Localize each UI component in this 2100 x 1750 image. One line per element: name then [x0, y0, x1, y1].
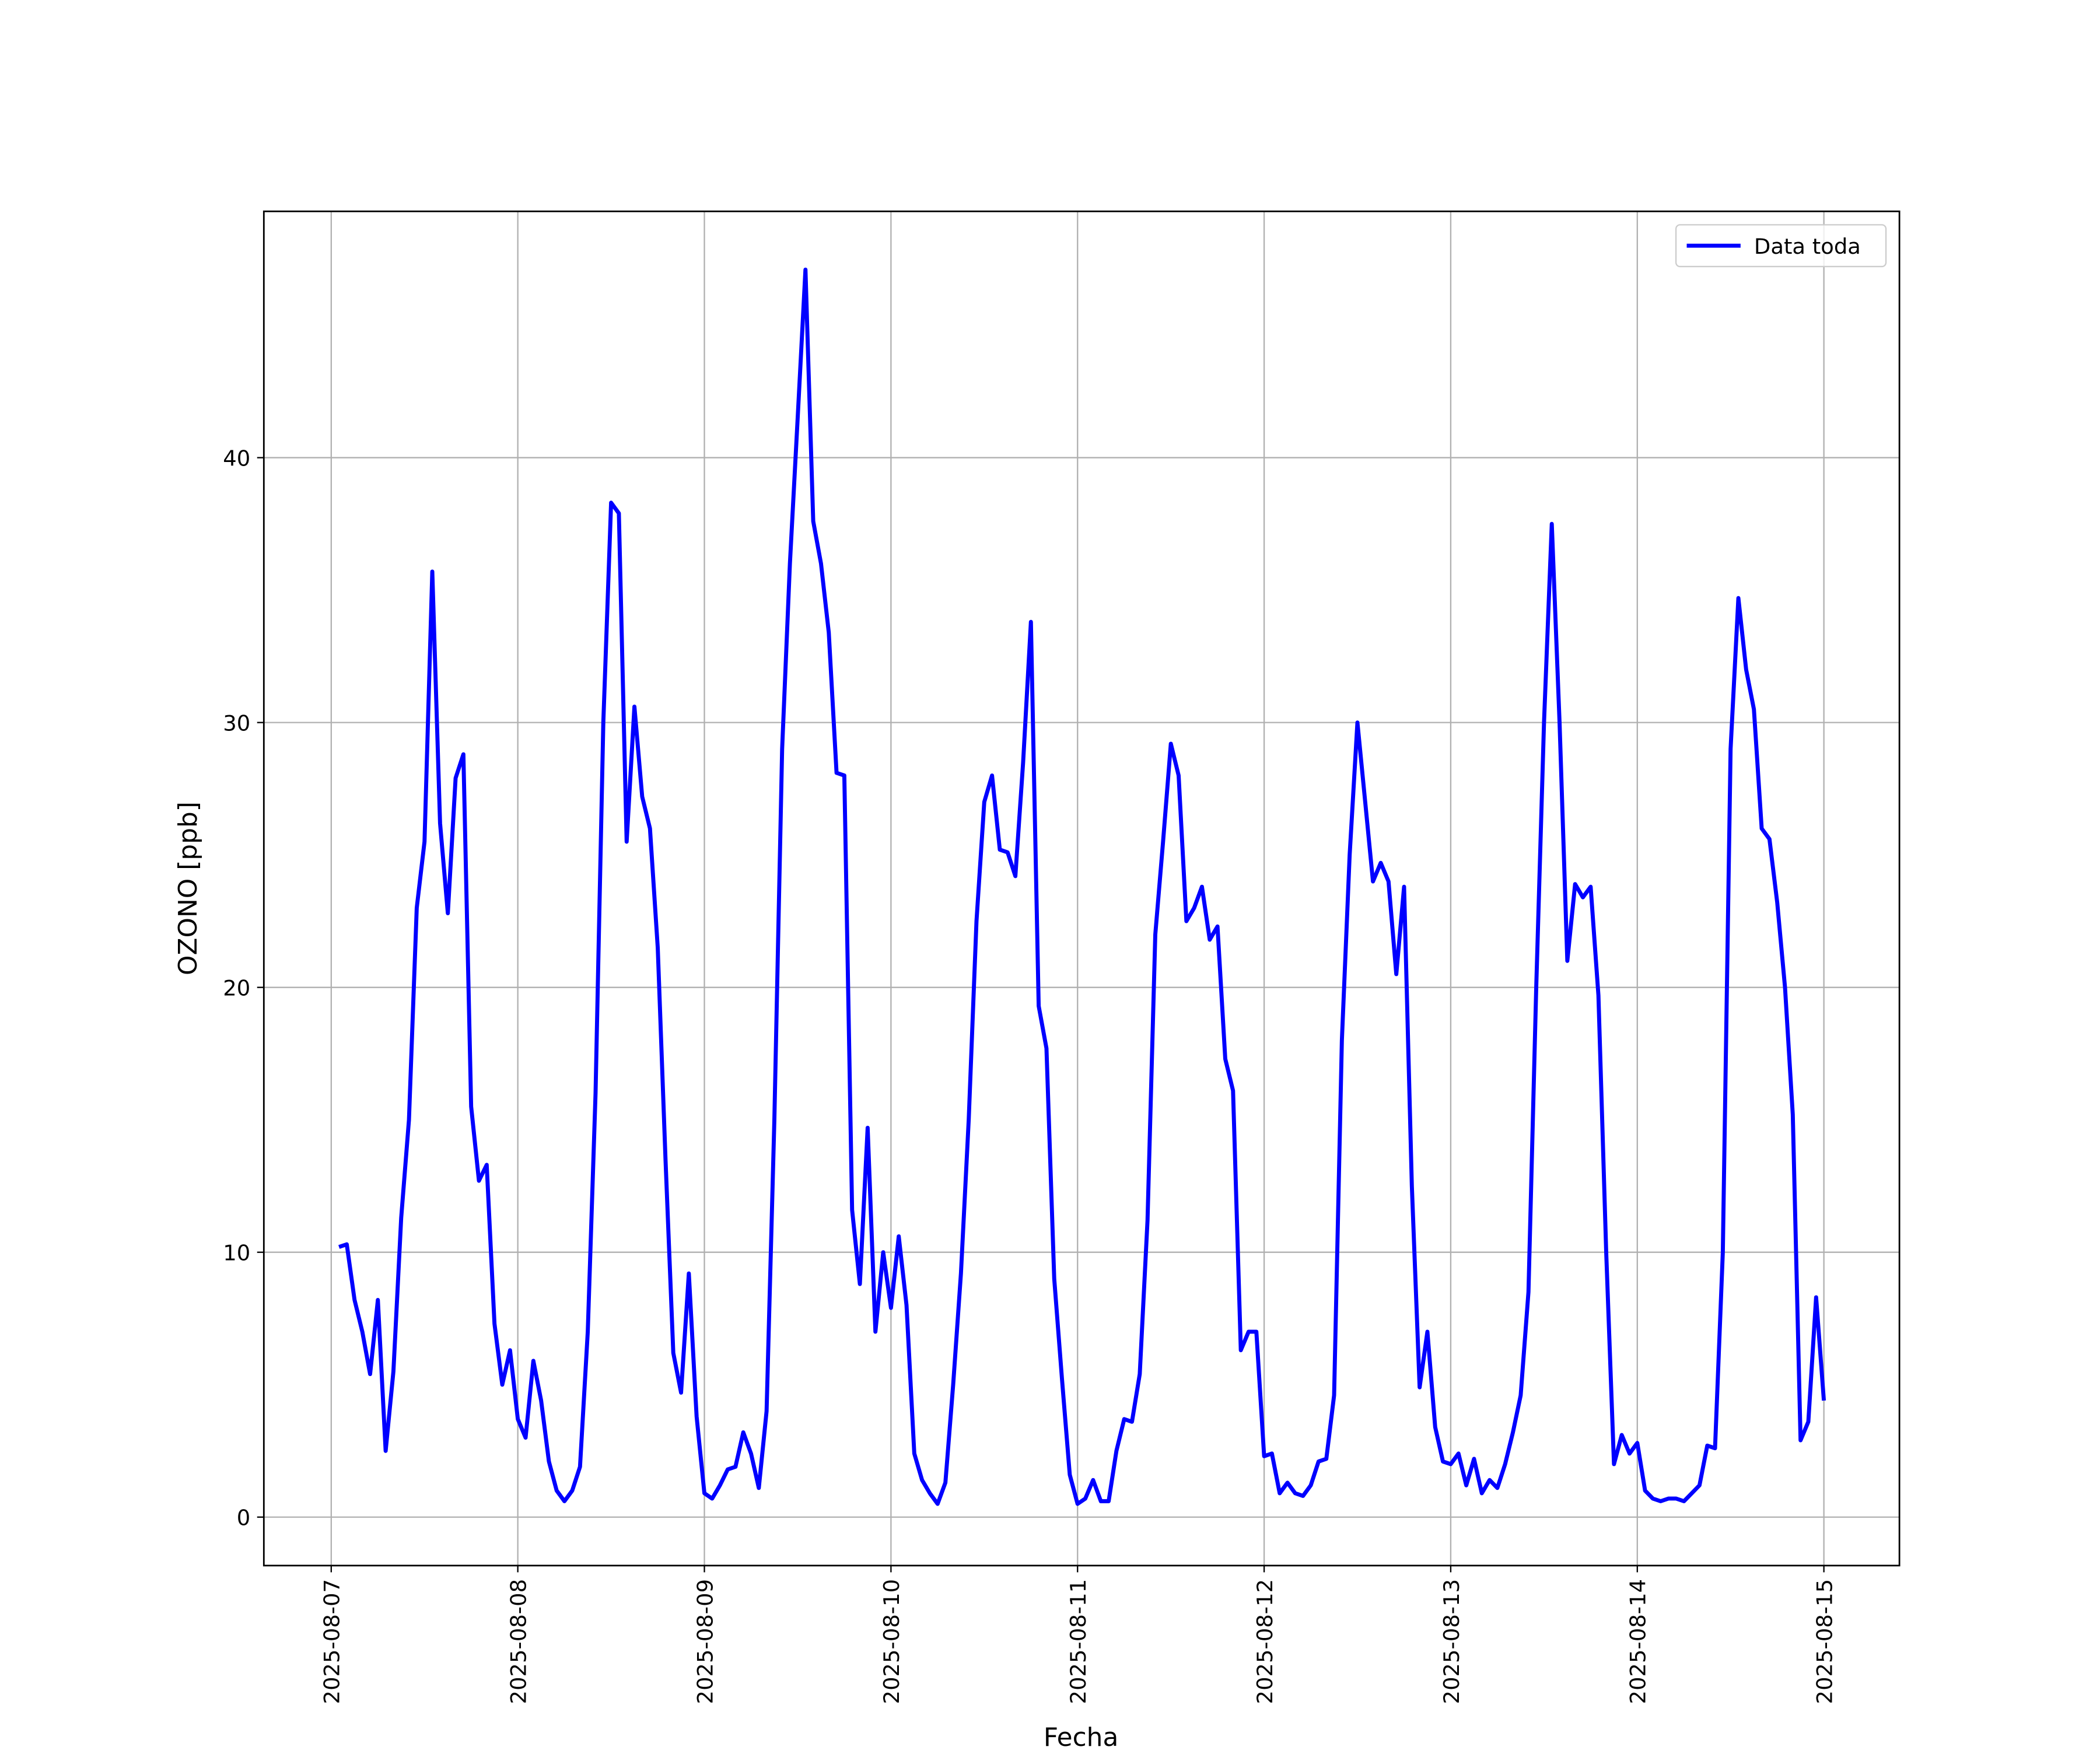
- x-tick-label: 2025-08-11: [1066, 1579, 1091, 1704]
- y-tick-label: 20: [223, 976, 250, 1001]
- y-axis-label: OZONO [ppb]: [173, 802, 203, 975]
- x-tick-label: 2025-08-13: [1439, 1579, 1464, 1704]
- x-tick-label: 2025-08-14: [1626, 1579, 1651, 1704]
- data-line: [338, 267, 1826, 1506]
- legend-box: [1675, 224, 1887, 268]
- x-tick-label: 2025-08-07: [320, 1579, 345, 1704]
- y-tick-label: 30: [223, 710, 250, 736]
- x-tick-label: 2025-08-08: [506, 1579, 531, 1704]
- legend-label: Data toda: [1754, 234, 1861, 259]
- x-tick-label: 2025-08-15: [1812, 1579, 1838, 1704]
- y-tick-label: 10: [223, 1241, 250, 1266]
- x-tick-label: 2025-08-12: [1252, 1579, 1278, 1704]
- x-tick-label: 2025-08-09: [692, 1579, 718, 1704]
- x-tick-label: 2025-08-10: [879, 1579, 904, 1704]
- x-axis-label: Fecha: [1044, 1723, 1119, 1750]
- y-tick-label: 40: [223, 446, 250, 471]
- y-tick-label: 0: [237, 1506, 250, 1531]
- plot-frame: [262, 210, 1901, 1567]
